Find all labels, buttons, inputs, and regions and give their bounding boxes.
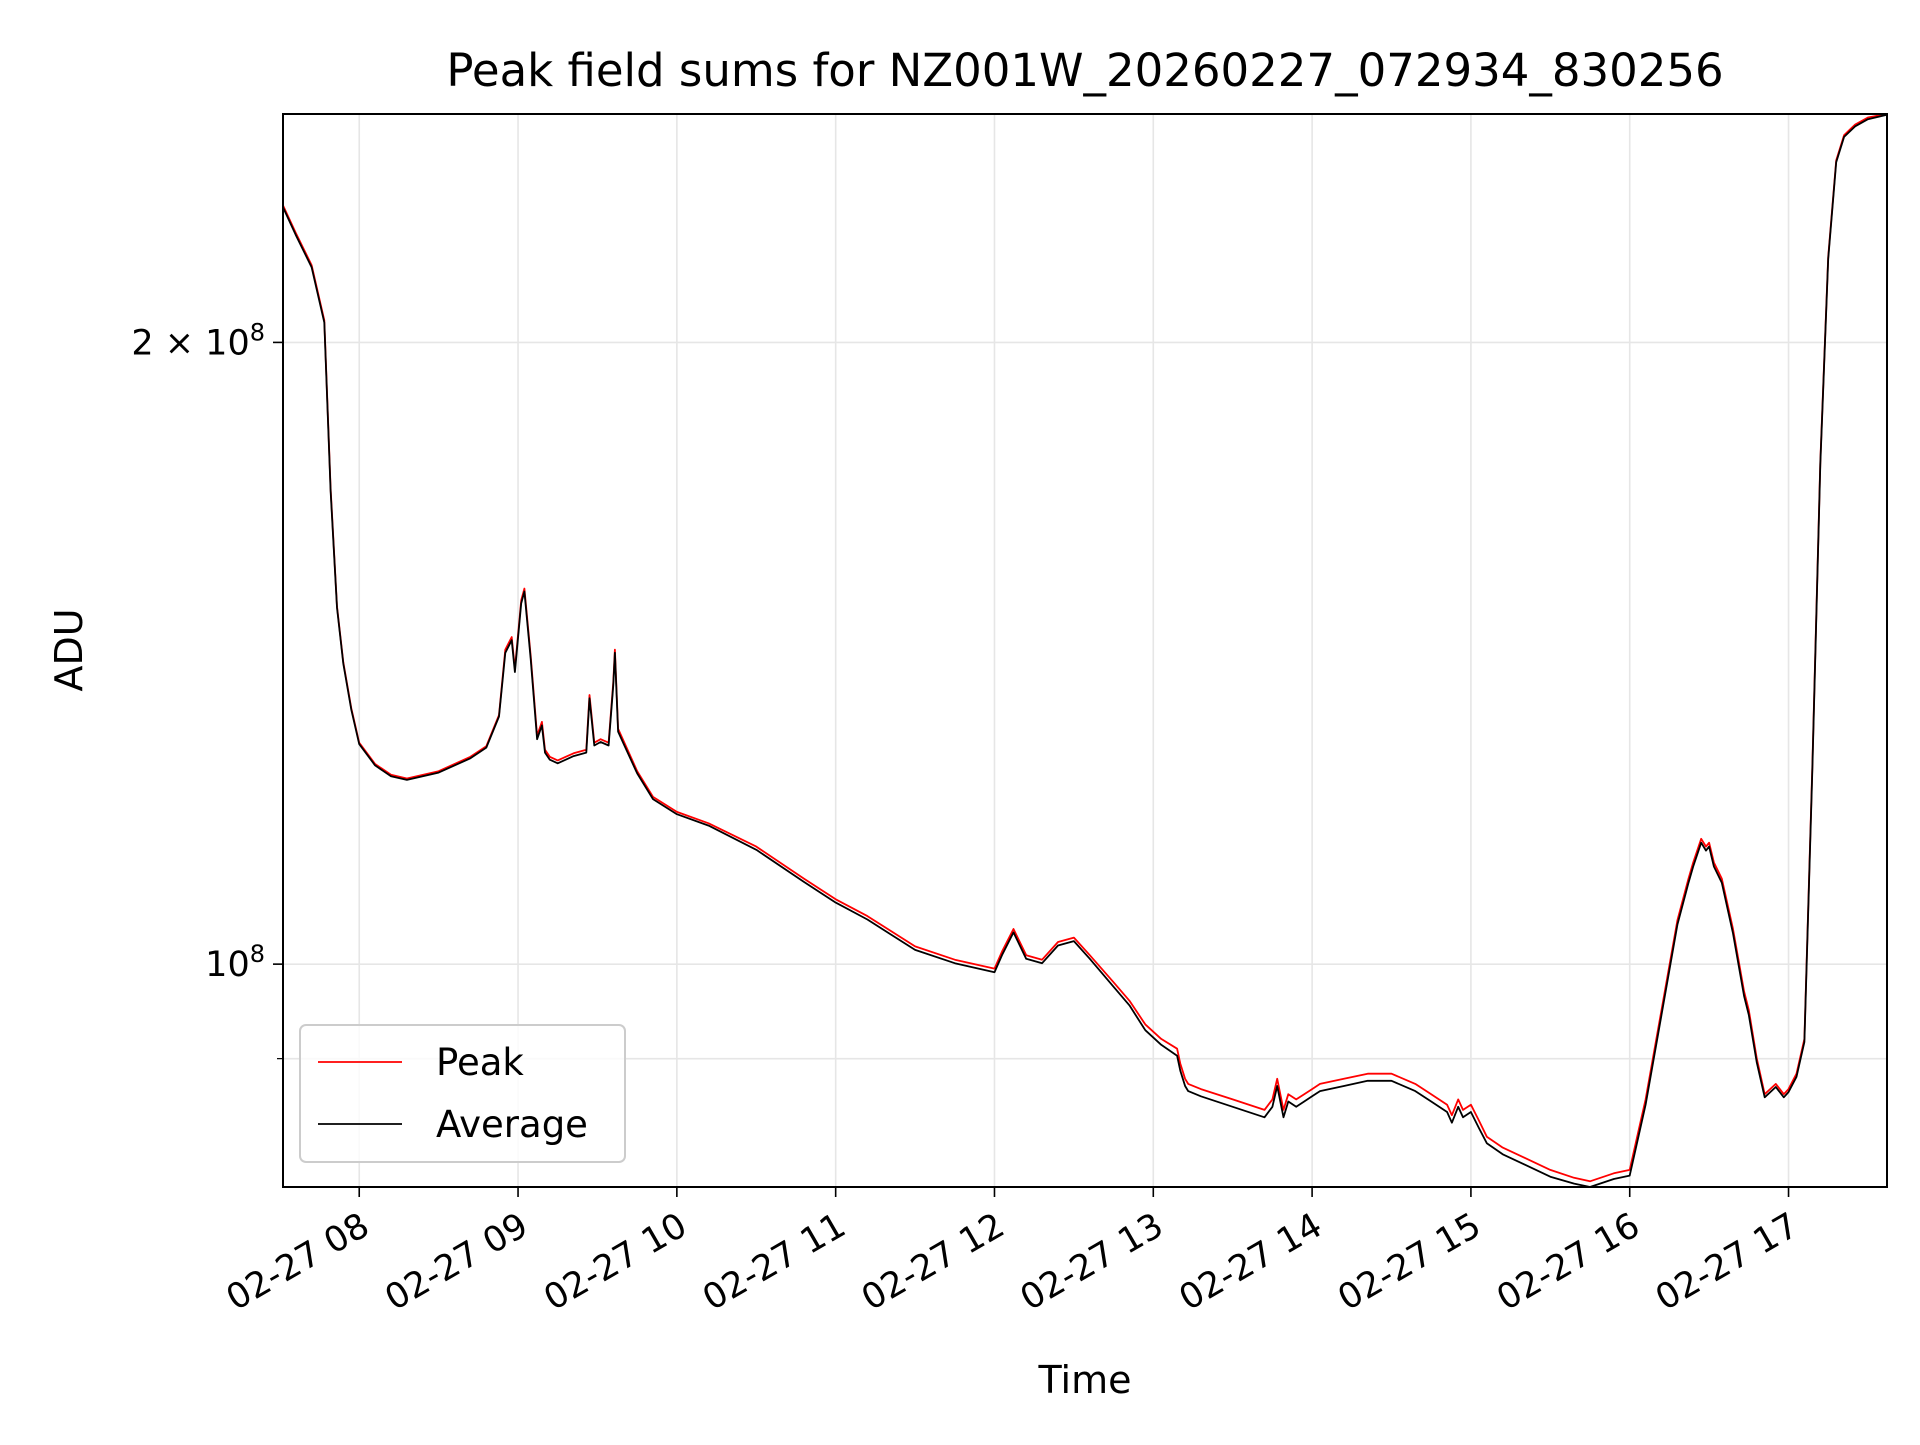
chart-title: Peak field sums for NZ001W_20260227_0729… [446,44,1723,97]
plot-area-frame [282,113,1888,1188]
legend-label-peak: Peak [436,1041,524,1084]
legend-box [299,1024,626,1163]
y-axis-label: ADU [47,608,91,691]
legend: Peak Average [299,1024,626,1163]
legend-label-average: Average [436,1103,588,1146]
y-axis-ticks: 108 2 × 108 [131,318,283,1060]
series-line-average [282,113,1888,1188]
plot-series [282,113,1888,1188]
x-axis-label: Time [1038,1358,1132,1402]
y-tick-label: 108 [205,940,265,985]
grid-lines [283,114,1887,1187]
y-tick-label: 2 × 108 [131,318,265,363]
